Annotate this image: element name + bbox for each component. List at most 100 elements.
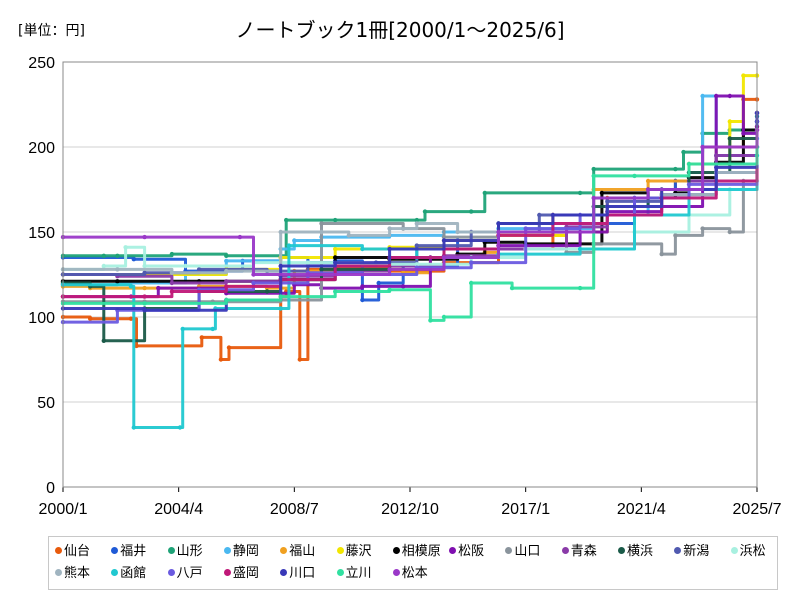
data-point [177, 425, 183, 430]
legend-label: 盛岡 [232, 566, 259, 581]
data-point [422, 209, 428, 214]
plot-frame [62, 61, 758, 488]
data-point [224, 279, 229, 284]
data-point [376, 280, 381, 286]
series-line-熊本 [63, 147, 759, 275]
legend-item: 静岡 [223, 543, 259, 561]
data-point [199, 335, 204, 340]
data-point [441, 238, 447, 243]
data-point [577, 285, 583, 291]
legend-marker [336, 569, 344, 576]
data-point [673, 166, 678, 172]
data-point [264, 289, 270, 294]
data-point [387, 246, 392, 252]
legend-label: 仙台 [64, 544, 91, 559]
legend-label: 福山 [289, 544, 316, 559]
data-point [196, 267, 202, 272]
legend-marker [336, 547, 344, 554]
data-point [169, 251, 175, 257]
data-point [591, 195, 596, 201]
data-point [360, 284, 365, 289]
data-point [218, 357, 224, 362]
data-point [714, 93, 719, 99]
legend-item: 山口 [505, 543, 540, 561]
legend-item: 函館 [111, 565, 146, 583]
legend-marker [280, 547, 288, 554]
data-point [305, 260, 311, 265]
data-point [224, 258, 229, 264]
data-point [482, 190, 487, 196]
data-point [577, 190, 583, 196]
data-point [226, 345, 232, 350]
unit-label: [単位：円] [18, 23, 85, 39]
legend-marker [505, 547, 513, 554]
data-point [673, 233, 678, 238]
data-point [564, 229, 569, 235]
data-point [360, 297, 365, 303]
legend-label: 藤沢 [345, 544, 372, 559]
data-point [496, 221, 501, 226]
data-point [319, 221, 324, 226]
legend-marker [167, 569, 175, 576]
data-point [278, 229, 283, 235]
data-point [523, 226, 528, 231]
y-tick-label: 250 [28, 55, 55, 72]
data-point [441, 314, 447, 320]
legend-item: 熊本 [55, 565, 90, 583]
x-tick-label: 2008/7 [270, 501, 319, 518]
data-point [169, 270, 175, 275]
data-point [741, 73, 746, 78]
x-tick-label: 2000/1 [39, 501, 88, 518]
legend-item: 松阪 [449, 543, 484, 561]
x-tick-label: 2017/1 [501, 501, 550, 518]
legend-item: 浜松 [730, 543, 766, 561]
data-point [700, 226, 705, 231]
data-point [101, 338, 107, 343]
data-point [131, 257, 136, 262]
legend-item: 相模原 [392, 543, 441, 561]
data-point [577, 246, 583, 252]
legend-label: 川口 [289, 566, 316, 581]
legend-marker [730, 547, 738, 554]
y-tick-label: 200 [28, 140, 55, 157]
legend-label: 函館 [120, 566, 147, 581]
data-point [134, 343, 139, 349]
chart-title: ノートブック1冊[2000/1～2025/6] [235, 18, 565, 42]
data-point [115, 253, 120, 258]
legend-item: 松本 [392, 565, 428, 583]
data-point [128, 316, 134, 321]
legend-marker [449, 547, 457, 554]
data-point [292, 238, 297, 243]
legend-label: 八戸 [176, 566, 203, 581]
legend-label: 新潟 [683, 544, 710, 559]
legend-label: 山形 [176, 544, 203, 559]
data-point [591, 173, 596, 179]
data-point [441, 234, 447, 240]
data-point [681, 149, 686, 155]
legend-label: 浜松 [739, 544, 766, 559]
legend-label: 相模原 [401, 544, 441, 559]
legend-label: 横浜 [627, 544, 654, 559]
legend-item: 川口 [280, 565, 315, 583]
y-tick-label: 150 [28, 225, 55, 242]
data-point [387, 267, 392, 272]
data-point [469, 209, 474, 214]
data-point [686, 182, 692, 187]
data-point [131, 425, 136, 430]
data-point [469, 280, 474, 286]
data-point [251, 272, 256, 277]
legend-marker [111, 547, 119, 554]
legend-marker [674, 547, 682, 554]
data-point [224, 253, 229, 258]
legend-item: 横浜 [618, 543, 653, 561]
data-point [333, 255, 338, 260]
data-point [727, 119, 732, 124]
data-point [700, 144, 705, 150]
data-point [101, 253, 107, 258]
data-point [550, 212, 556, 218]
legend-marker [618, 547, 625, 554]
data-point [278, 294, 283, 299]
data-point [414, 221, 419, 226]
legend-item: 盛岡 [223, 565, 259, 583]
